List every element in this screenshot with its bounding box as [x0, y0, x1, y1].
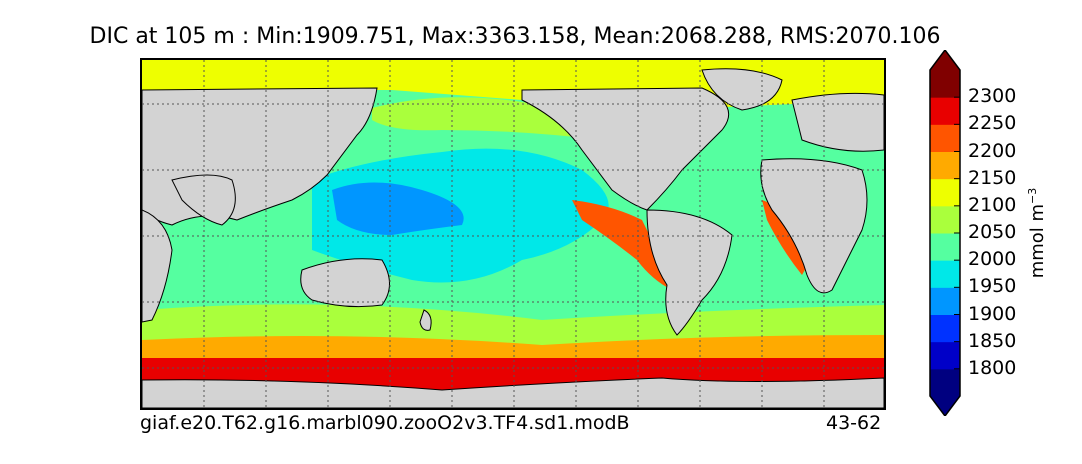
colorbar-under-triangle	[930, 396, 960, 416]
lat-lon-grid	[142, 60, 884, 408]
colorbar-tick-label: 2050	[968, 221, 1017, 243]
warm-pool-minimum	[332, 182, 464, 235]
colorbar-segment	[930, 287, 960, 315]
southern-midlatitude-band	[142, 304, 884, 345]
colorbar-tick-label: 2250	[968, 112, 1017, 135]
colorbar-segment	[930, 205, 960, 234]
colorbar-segment	[930, 97, 960, 125]
colorbar-units-label: mmol m−3	[1026, 188, 1048, 279]
colorbar-tick-label: 2000	[968, 248, 1017, 271]
chart-title: DIC at 105 m : Min:1909.751, Max:3363.15…	[89, 24, 941, 49]
south-america	[646, 209, 733, 336]
africa-west-edge	[142, 209, 173, 323]
colorbar-segment	[930, 151, 960, 180]
colorbar	[929, 50, 961, 416]
colorbar-tick-label: 2200	[968, 139, 1017, 162]
colorbar-tick-label: 1800	[968, 356, 1017, 379]
colorbar-segment	[930, 341, 960, 370]
colorbar-segment	[930, 260, 960, 288]
greenland	[701, 68, 783, 111]
colorbar-segment	[930, 124, 960, 152]
colorbar-tick-label: 1950	[968, 275, 1017, 298]
map-plot	[140, 58, 886, 410]
dic-map-svg	[142, 60, 884, 408]
case-name-label: giaf.e20.T62.g16.marbl090.zooO2v3.TF4.sd…	[140, 412, 630, 434]
australia	[300, 258, 390, 308]
units-text: mmol m	[1027, 203, 1048, 279]
colorbar-over-triangle	[930, 50, 960, 70]
colorbar-segment	[930, 70, 960, 98]
colorbar-tick-label: 2300	[968, 85, 1017, 108]
benguela-upwelling	[762, 200, 809, 275]
colorbar-segment	[930, 368, 960, 397]
colorbar-tick-label: 1900	[968, 302, 1017, 325]
colorbar-outline	[929, 50, 961, 416]
colorbar-tick-label: 2100	[968, 193, 1017, 216]
colorbar-tick-label: 2150	[968, 166, 1017, 189]
units-exponent: −3	[1026, 187, 1039, 204]
peru-upwelling	[572, 200, 672, 290]
colorbar-segment	[930, 233, 960, 261]
colorbar-segment	[930, 314, 960, 343]
new-zealand	[419, 309, 432, 331]
africa	[760, 158, 868, 294]
colorbar-tick-label: 1850	[968, 329, 1017, 352]
years-label: 43-62	[826, 412, 882, 434]
colorbar-segment	[930, 178, 960, 207]
